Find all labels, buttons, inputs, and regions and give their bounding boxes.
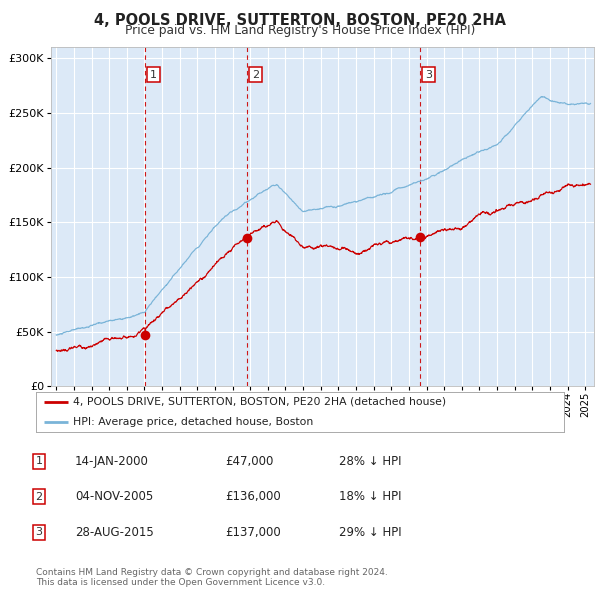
Text: 4, POOLS DRIVE, SUTTERTON, BOSTON, PE20 2HA (detached house): 4, POOLS DRIVE, SUTTERTON, BOSTON, PE20 …	[73, 397, 446, 407]
Text: Contains HM Land Registry data © Crown copyright and database right 2024.
This d: Contains HM Land Registry data © Crown c…	[36, 568, 388, 587]
Text: 28-AUG-2015: 28-AUG-2015	[75, 526, 154, 539]
Text: 4, POOLS DRIVE, SUTTERTON, BOSTON, PE20 2HA: 4, POOLS DRIVE, SUTTERTON, BOSTON, PE20 …	[94, 13, 506, 28]
Text: £47,000: £47,000	[225, 455, 274, 468]
Text: 28% ↓ HPI: 28% ↓ HPI	[339, 455, 401, 468]
Text: 04-NOV-2005: 04-NOV-2005	[75, 490, 153, 503]
Text: 3: 3	[35, 527, 43, 537]
Text: 3: 3	[425, 70, 432, 80]
Text: 1: 1	[35, 457, 43, 466]
Text: 29% ↓ HPI: 29% ↓ HPI	[339, 526, 401, 539]
Text: HPI: Average price, detached house, Boston: HPI: Average price, detached house, Bost…	[73, 417, 313, 427]
Text: Price paid vs. HM Land Registry's House Price Index (HPI): Price paid vs. HM Land Registry's House …	[125, 24, 475, 37]
Text: 2: 2	[252, 70, 259, 80]
Text: £136,000: £136,000	[225, 490, 281, 503]
Text: 18% ↓ HPI: 18% ↓ HPI	[339, 490, 401, 503]
Text: £137,000: £137,000	[225, 526, 281, 539]
Text: 2: 2	[35, 492, 43, 502]
Text: 14-JAN-2000: 14-JAN-2000	[75, 455, 149, 468]
Text: 1: 1	[150, 70, 157, 80]
